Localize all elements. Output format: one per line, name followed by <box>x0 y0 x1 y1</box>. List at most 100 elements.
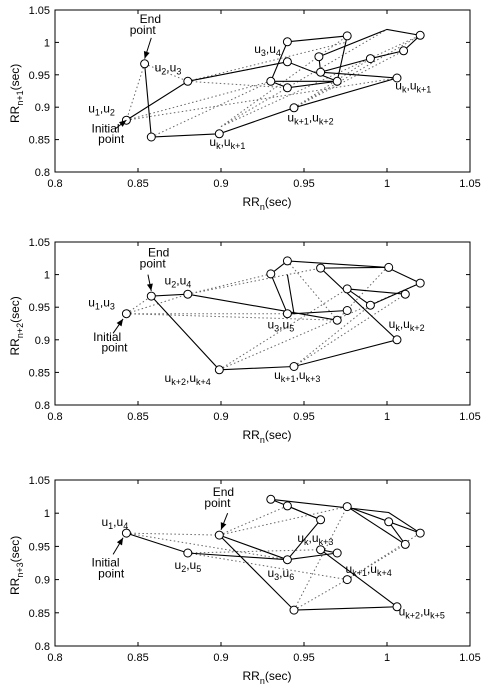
x-tick-label: 0.85 <box>127 411 148 423</box>
data-point <box>392 602 402 612</box>
point-annotation: End <box>140 12 161 26</box>
dotted-link <box>220 28 388 128</box>
data-point <box>282 83 292 93</box>
point-label: uk+1,uk+4 <box>346 562 392 578</box>
trajectory-line <box>286 274 295 315</box>
data-point <box>266 494 276 504</box>
point-annotation: point <box>101 341 128 355</box>
point-label: uk,uk+3 <box>297 531 333 547</box>
data-point <box>316 67 326 77</box>
y-tick-label: 0.9 <box>35 575 50 587</box>
y-tick-label: 0.85 <box>29 608 50 620</box>
data-point <box>121 309 131 319</box>
data-point <box>266 76 276 86</box>
y-tick-label: 0.85 <box>29 367 50 379</box>
data-point <box>266 269 276 279</box>
x-tick-label: 0.9 <box>213 411 228 423</box>
x-tick-label: 1.05 <box>459 411 480 423</box>
x-tick-label: 0.8 <box>47 178 62 190</box>
point-label: u1,u4 <box>101 515 128 531</box>
dotted-link <box>219 506 348 536</box>
trajectory-line <box>144 63 398 138</box>
dotted-link <box>187 549 321 554</box>
point-label: uk+1,uk+2 <box>287 110 333 126</box>
dotted-link <box>126 77 398 121</box>
data-point <box>183 76 193 86</box>
data-point <box>392 335 402 345</box>
data-point <box>282 256 292 266</box>
x-tick-label: 0.95 <box>293 411 314 423</box>
dotted-link <box>219 505 288 536</box>
point-label: u2,u4 <box>165 273 192 289</box>
point-annotation: point <box>130 23 157 37</box>
dotted-link <box>293 506 348 611</box>
data-point <box>400 539 410 549</box>
x-axis-label-subscript: n <box>260 202 265 212</box>
dotted-link <box>293 304 371 367</box>
x-axis-label: RRn(sec) <box>243 428 292 445</box>
x-tick-label: 1 <box>384 411 390 423</box>
dotted-link <box>346 543 406 581</box>
point-annotation: Initial <box>92 555 120 569</box>
data-point <box>121 528 131 538</box>
point-label: uk+2,uk+4 <box>165 371 211 387</box>
y-tick-label: 1 <box>44 270 50 282</box>
chart-panel-1: 0.8 0.85 0.9 0.95 1 1.05 0.8 0.85 0.9 0.95 1 1.05 RR… <box>8 5 481 212</box>
dotted-link <box>126 80 271 121</box>
y-axis-label-subscript: n+2 <box>15 323 25 338</box>
plot-frame <box>54 241 471 406</box>
dotted-link <box>293 58 371 109</box>
data-point <box>415 278 425 288</box>
data-point <box>342 575 352 585</box>
dotted-link <box>219 282 421 371</box>
data-point <box>282 37 292 47</box>
dotted-link <box>187 41 346 82</box>
x-tick-label: 0.85 <box>127 178 148 190</box>
x-tick-label: 0.85 <box>127 652 148 664</box>
data-point <box>146 132 156 142</box>
arrow-head <box>116 537 124 546</box>
plot-frame <box>54 479 471 647</box>
point-annotation: Initial <box>93 330 121 344</box>
point-annotation: End <box>213 485 234 499</box>
y-axis-label: RRn+3(sec) <box>8 536 25 595</box>
trajectory-line <box>287 505 321 521</box>
dotted-link <box>126 293 188 315</box>
point-label: uk+1,uk+3 <box>274 368 320 384</box>
data-point <box>183 289 193 299</box>
y-tick-label: 0.8 <box>35 641 50 653</box>
y-tick-label: 0.95 <box>29 541 50 553</box>
point-label: uk,uk+1 <box>395 79 431 95</box>
dotted-link <box>126 532 288 561</box>
x-axis-label: RRn(sec) <box>243 669 292 686</box>
data-point <box>342 31 352 41</box>
x-tick-label: 0.8 <box>47 652 62 664</box>
point-annotation: Initial <box>92 121 120 135</box>
y-tick-label: 1.05 <box>29 237 50 249</box>
point-annotation: point <box>140 256 167 270</box>
trajectory-line <box>293 309 348 315</box>
dotted-link <box>187 273 271 295</box>
point-label: uk,uk+1 <box>209 135 245 151</box>
y-tick-label: 0.85 <box>29 135 50 147</box>
x-tick-label: 0.95 <box>293 652 314 664</box>
point-label: u1,u3 <box>88 296 115 312</box>
point-label: u3,u6 <box>267 566 294 582</box>
arrow-head <box>146 283 153 291</box>
data-point <box>140 59 150 69</box>
x-axis-label: RRn(sec) <box>243 195 292 212</box>
point-label: u2,u3 <box>155 61 182 77</box>
data-point <box>342 306 352 315</box>
data-point <box>282 57 292 67</box>
x-tick-label: 1.05 <box>459 652 480 664</box>
point-annotation: End <box>148 245 169 259</box>
y-tick-label: 0.9 <box>35 335 50 347</box>
y-axis-label-subscript: n+1 <box>15 90 25 105</box>
point-label: u1,u2 <box>88 101 115 117</box>
data-point <box>316 263 326 273</box>
dotted-link <box>187 552 348 581</box>
x-tick-label: 1.05 <box>459 178 480 190</box>
data-point <box>400 289 410 299</box>
data-point <box>415 30 425 40</box>
